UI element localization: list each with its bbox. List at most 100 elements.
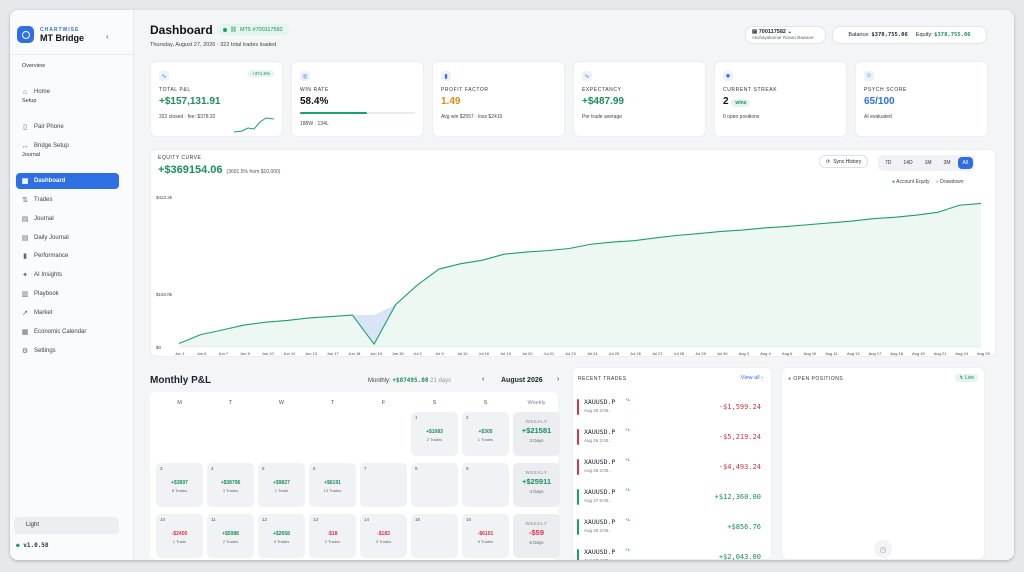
theme-toggle[interactable]: Light: [14, 517, 119, 534]
prev-month-icon[interactable]: ‹: [482, 376, 485, 383]
next-month-icon[interactable]: ›: [557, 376, 560, 383]
range-1m[interactable]: 1M: [924, 160, 932, 166]
calendar-day[interactable]: 13 -$18 2 Trades: [309, 514, 356, 558]
sidebar-item-label: Market: [34, 310, 53, 316]
stat-badge: +371.5%: [248, 70, 274, 77]
sidebar-item-market[interactable]: ↗ Market: [16, 305, 119, 321]
calendar-day[interactable]: 14 -$183 3 Trades: [360, 514, 407, 558]
legend-equity-label: Account Equity: [896, 179, 930, 185]
trade-pnl: +$12,360.00: [714, 493, 761, 501]
brand-title: MT Bridge: [40, 32, 84, 43]
day-trades: 3 Trades: [222, 488, 239, 493]
day-number: 1: [415, 415, 418, 420]
weekly-pnl: +$21581: [521, 426, 552, 435]
weekday-header: T: [228, 400, 233, 406]
sidebar-item-settings[interactable]: ⚙ Settings: [16, 343, 119, 359]
calendar-day[interactable]: 16 -$6101 6 Trades: [462, 514, 509, 558]
sidebar-item-bridge-setup[interactable]: ↔ Bridge Setup: [16, 138, 119, 154]
sidebar-item-label: Playbook: [34, 291, 59, 297]
calendar-day: [309, 412, 356, 456]
trade-direction: +L: [625, 517, 631, 522]
calendar-day[interactable]: 8: [411, 463, 458, 507]
account-number-text: 700117582: [758, 29, 786, 35]
trade-row[interactable]: XAUUSD.P +L Aug 26 2:00.. -$5,219.24: [577, 427, 767, 449]
section-setup: Setup: [22, 98, 37, 104]
sidebar-item-journal[interactable]: ▤ Journal: [16, 211, 119, 227]
brain-icon: ☺: [864, 71, 874, 81]
trade-row[interactable]: XAUUSD.P +L Aug 26 2:00.. +$856.76: [577, 517, 767, 539]
calendar-day[interactable]: 7: [360, 463, 407, 507]
range-7d[interactable]: 7D: [885, 160, 892, 166]
sidebar-item-performance[interactable]: ▮ Performance: [16, 248, 119, 264]
calendar-day[interactable]: 3 +$3897 8 Trades: [156, 463, 203, 507]
calendar-day: [258, 412, 305, 456]
range-all[interactable]: All: [957, 157, 974, 169]
trade-row[interactable]: XAUUSD.P +L Aug 26 2:00.. -$4,493.24: [577, 457, 767, 479]
day-number: 8: [415, 466, 418, 471]
day-number: 13: [313, 517, 319, 522]
day-number: 9: [466, 466, 469, 471]
calendar-day[interactable]: 15: [411, 514, 458, 558]
stat-label: PROFIT FACTOR: [441, 87, 489, 93]
stat-value-text: 58.4%: [300, 96, 329, 107]
flame-icon: ✹: [723, 71, 733, 81]
trade-row[interactable]: XAUUSD.P +L Aug 27 4:00.. +$2,043.00: [577, 547, 767, 560]
trade-symbol: XAUUSD.P: [584, 458, 616, 466]
sidebar-item-home[interactable]: ⌂ Home: [16, 84, 119, 100]
trade-date: Aug 26 2:00..: [584, 408, 611, 413]
sidebar-item-playbook[interactable]: ▥ Playbook: [16, 286, 119, 302]
trade-direction: +L: [625, 397, 631, 402]
account-selector[interactable]: ▤ 700117582 ⌄ Akshayakumar Ravan Bawane: [745, 26, 826, 44]
trade-date: Aug 26 2:00..: [584, 528, 611, 533]
sidebar-item-label: Journal: [34, 216, 54, 222]
range-3m[interactable]: 3M: [943, 160, 951, 166]
legend-drawdown: ● Drawdown: [935, 179, 964, 185]
calendar-day[interactable]: 4 +$38796 3 Trades: [207, 463, 254, 507]
grid-icon: ▦: [21, 178, 29, 185]
calendar-day[interactable]: 5 +$9827 1 Trade: [258, 463, 305, 507]
sidebar-item-trades[interactable]: ⇅ Trades: [16, 192, 119, 208]
sidebar-item-economic-calendar[interactable]: ▦ Economic Calendar: [16, 324, 119, 340]
logo-icon: [17, 26, 34, 43]
calendar-day[interactable]: 11 +$5988 2 Trades: [207, 514, 254, 558]
weekly-label: WEEKLY: [525, 419, 548, 424]
sidebar-item-ai-insights[interactable]: ✦ AI Insights: [16, 267, 119, 283]
x-tick-label: Aug 10: [804, 351, 817, 356]
weekday-header: T: [330, 400, 335, 406]
open-positions: ● OPEN POSITIONS ↯ Live ◷: [781, 367, 985, 560]
x-tick-label: Aug 24: [955, 351, 968, 356]
calendar-day[interactable]: 12 +$2658 5 Trades: [258, 514, 305, 558]
open-positions-title: ● OPEN POSITIONS: [788, 376, 843, 382]
calendar-day[interactable]: 1 +$1083 2 Trades: [411, 412, 458, 456]
collapse-sidebar-icon[interactable]: ‹: [106, 32, 109, 41]
sidebar-item-daily-journal[interactable]: ▤ Daily Journal: [16, 230, 119, 246]
trade-indicator: [577, 429, 579, 445]
calendar-day[interactable]: 9: [462, 463, 509, 507]
stat-subtext: 188W · 134L: [300, 121, 329, 127]
account-number: ▤ 700117582 ⌄: [752, 29, 819, 35]
x-tick-label: Jun 1: [175, 351, 186, 356]
sidebar-item-dashboard[interactable]: ▦ Dashboard: [16, 173, 119, 189]
x-tick-label: Jul 28: [674, 351, 685, 356]
stat-subtext: 322 closed · fee: $378.32: [159, 114, 216, 120]
calendar-day[interactable]: 2 +$305 1 Trades: [462, 412, 509, 456]
x-tick-label: Aug 25: [977, 351, 990, 356]
stat-value: 58.4%: [300, 96, 415, 107]
sidebar-item-label: Dashboard: [34, 178, 66, 184]
calendar-day[interactable]: 10 -$2400 1 Trade: [156, 514, 203, 558]
view-all-link[interactable]: View all ›: [740, 375, 763, 381]
trade-row[interactable]: XAUUSD.P +L Aug 26 2:00.. -$1,599.24: [577, 397, 767, 419]
account-badge-label: MT5 #700117582: [239, 26, 283, 33]
calendar-day[interactable]: 6 +$6191 13 Trades: [309, 463, 356, 507]
x-tick-label: Jun 30: [392, 351, 405, 356]
range-14d[interactable]: 14D: [903, 160, 913, 166]
brand: CHARTWISE MT Bridge: [17, 26, 84, 43]
trade-row[interactable]: XAUUSD.P +L Aug 27 6:00.. +$12,360.00: [577, 487, 767, 509]
legend-equity: ● Account Equity: [892, 179, 930, 185]
trade-indicator: [577, 459, 579, 475]
sync-history-button[interactable]: ⟳ Sync History: [819, 155, 869, 168]
day-trades: 2 Trades: [426, 437, 443, 442]
sidebar-item-label: Bridge Setup: [34, 143, 69, 149]
trade-symbol: XAUUSD.P: [584, 488, 616, 496]
sidebar-item-pair-phone[interactable]: ▯ Pair Phone: [16, 119, 119, 135]
